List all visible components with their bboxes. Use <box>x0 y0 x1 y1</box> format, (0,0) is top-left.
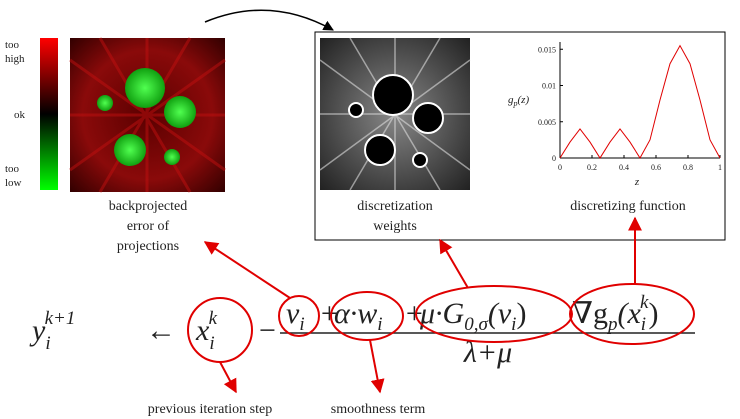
x-tick-label: 0.6 <box>651 163 661 172</box>
formula-op: − <box>257 314 277 347</box>
y-tick-label: 0.005 <box>538 118 556 127</box>
flow-arrow <box>205 10 333 30</box>
colorbar-label: too <box>5 39 20 51</box>
x-tick-label: 0.8 <box>683 163 693 172</box>
math: k <box>209 308 218 329</box>
x-tick-label: 0 <box>558 163 562 172</box>
math: i <box>299 314 304 335</box>
axis-label: z <box>634 176 640 188</box>
caption: weights <box>373 219 417 234</box>
colorbar-label: ok <box>14 109 26 121</box>
diagram: too high ok too low backprojected error … <box>0 0 740 419</box>
curve <box>560 46 720 158</box>
weights-image <box>320 38 470 190</box>
colorbar-label: too <box>5 163 20 175</box>
formula-term: α·wi <box>334 297 383 335</box>
x-tick-label: 0.4 <box>619 163 629 172</box>
x-tick-label: 0.2 <box>587 163 597 172</box>
math: α·w <box>334 297 377 330</box>
math: i <box>209 333 214 354</box>
formula-term: μ·G0,σ(vi) <box>419 297 526 335</box>
bottom-label: previous iteration step <box>148 402 272 417</box>
math: y <box>29 314 46 347</box>
math: ) <box>648 297 658 330</box>
math: p <box>606 314 618 335</box>
formula-term: xik <box>195 308 218 354</box>
caption: discretization <box>357 199 432 214</box>
formula-term: yi k+1 <box>29 308 75 354</box>
y-tick-label: 0.01 <box>542 82 556 91</box>
x-tick-label: 1 <box>718 163 722 172</box>
colorbar-label: high <box>5 53 25 65</box>
math: 0,σ <box>464 314 488 335</box>
y-tick-label: 0 <box>552 154 556 163</box>
math: (x <box>617 297 641 330</box>
caption: discretizing function <box>570 199 685 214</box>
bottom-label: smoothness term <box>331 402 426 417</box>
math: i <box>641 314 646 335</box>
y-tick-label: 0.015 <box>538 45 556 54</box>
caption: backprojected <box>109 199 188 214</box>
caption: error of <box>127 219 170 234</box>
colorbar-label: low <box>5 177 22 189</box>
math: ∇g <box>572 297 608 330</box>
math: i <box>45 333 50 354</box>
formula-term: vi <box>286 297 305 335</box>
math: μ·G <box>419 297 465 330</box>
math: ) <box>516 297 526 330</box>
y-label: (z) <box>518 94 530 106</box>
axis-label: gp(z) <box>508 94 529 108</box>
math: v <box>286 297 300 330</box>
colorbar <box>40 38 58 190</box>
caption: projections <box>117 239 179 254</box>
formula-term: ∇gp(xik) <box>572 292 658 335</box>
math: i <box>377 314 382 335</box>
math: (v <box>488 297 512 330</box>
error-image <box>70 38 225 192</box>
math: k+1 <box>45 308 76 329</box>
formula-arrow: ← <box>146 314 176 347</box>
plot: gp(z) z 0 0.2 0.4 0.6 0.8 1 0 0.005 0.01 0.015 <box>508 42 722 188</box>
